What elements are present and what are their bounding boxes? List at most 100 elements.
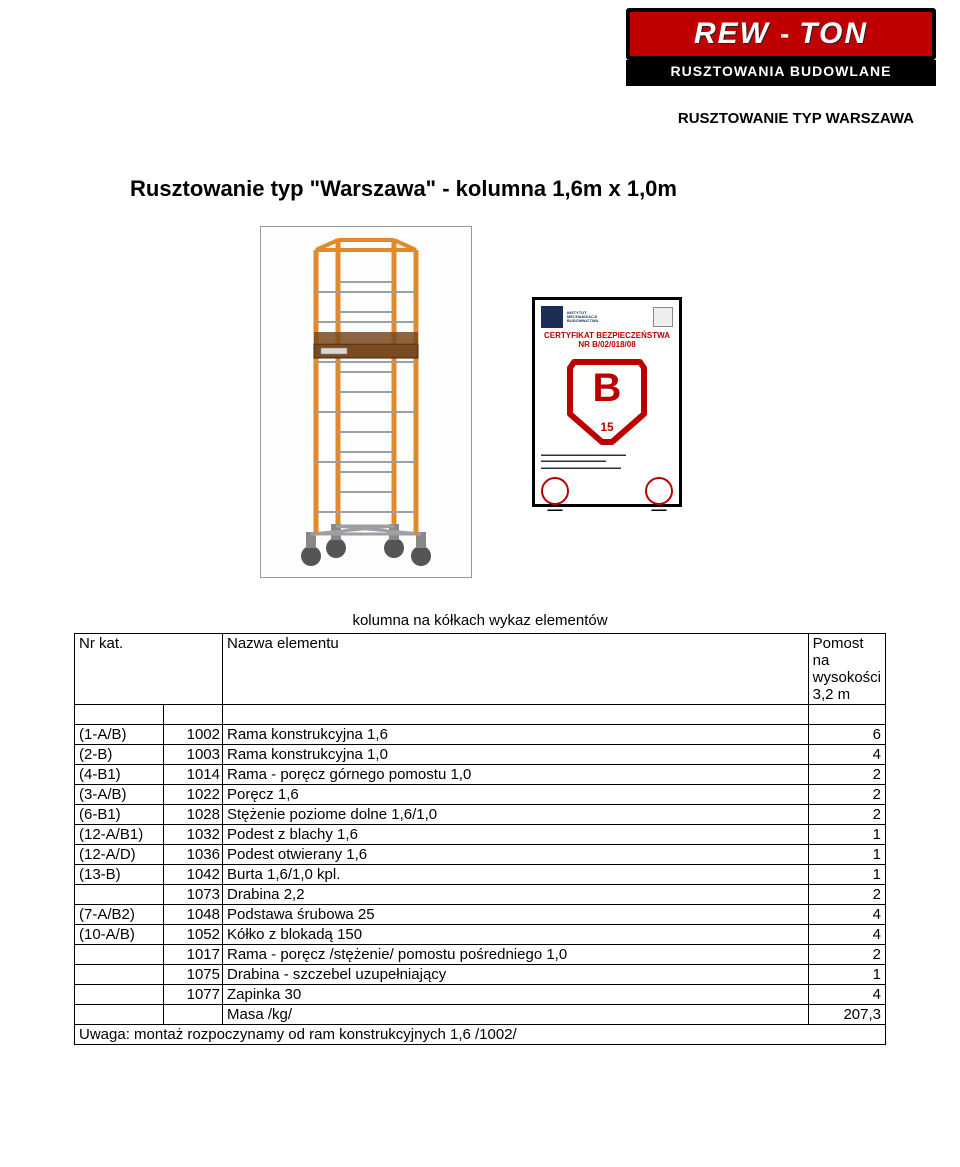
table-row: (12-A/D)1036Podest otwierany 1,61 — [75, 845, 886, 865]
cert-triangle: B 15 — [562, 356, 652, 446]
cell-name: Podstawa śrubowa 25 — [223, 905, 809, 925]
table-row: (7-A/B2)1048Podstawa śrubowa 254 — [75, 905, 886, 925]
parts-table-wrap: kolumna na kółkach wykaz elementów Nr ka… — [74, 612, 886, 1045]
table-row: (2-B)1003Rama konstrukcyjna 1,04 — [75, 745, 886, 765]
cert-title-line1: CERTYFIKAT BEZPIECZEŃSTWA — [544, 331, 670, 340]
list-title: kolumna na kółkach wykaz elementów — [74, 612, 886, 629]
table-blank-row — [75, 705, 886, 725]
cell-name: Rama konstrukcyjna 1,6 — [223, 725, 809, 745]
cell-qty: 4 — [808, 905, 885, 925]
cell-catno: 1003 — [164, 745, 223, 765]
cell-catno: 1028 — [164, 805, 223, 825]
cell-name: Poręcz 1,6 — [223, 785, 809, 805]
cell-qty: 2 — [808, 945, 885, 965]
cell-catno: 1048 — [164, 905, 223, 925]
header-subtitle: RUSZTOWANIE TYP WARSZAWA — [678, 110, 914, 127]
cell-name: Podest otwierany 1,6 — [223, 845, 809, 865]
cell-catno: 1014 — [164, 765, 223, 785]
cell-code: (7-A/B2) — [75, 905, 164, 925]
col-header-nr: Nr kat. — [75, 634, 223, 705]
cert-institute-text: INSTYTUTMECHANIZACJIBUDOWNICTWA — [567, 311, 598, 323]
cell-name: Rama - poręcz górnego pomostu 1,0 — [223, 765, 809, 785]
logo-top: REW - TON — [626, 8, 936, 60]
logo-word-left: REW — [694, 17, 770, 51]
logo-subtitle-bar: RUSZTOWANIA BUDOWLANE — [626, 60, 936, 86]
table-row: (1-A/B)1002Rama konstrukcyjna 1,66 — [75, 725, 886, 745]
cell-qty: 2 — [808, 885, 885, 905]
cell-qty: 4 — [808, 925, 885, 945]
parts-table: Nr kat. Nazwa elementu Pomost na wysokoś… — [74, 633, 886, 1025]
cell-catno: 1017 — [164, 945, 223, 965]
table-row: (10-A/B)1052Kółko z blokadą 1504 — [75, 925, 886, 945]
cell-catno: 1052 — [164, 925, 223, 945]
cell-name: Rama konstrukcyjna 1,0 — [223, 745, 809, 765]
cell-code: (4-B1) — [75, 765, 164, 785]
cert-signature-row: ▬▬▬ ▬▬▬ — [541, 477, 673, 513]
cell-name: Drabina - szczebel uzupełniający — [223, 965, 809, 985]
cell-code: (3-A/B) — [75, 785, 164, 805]
cell-catno: 1002 — [164, 725, 223, 745]
cert-year: 15 — [562, 420, 652, 434]
cert-title: CERTYFIKAT BEZPIECZEŃSTWA NR B/02/018/08 — [541, 332, 673, 350]
cell-name: Kółko z blokadą 150 — [223, 925, 809, 945]
cell-qty: 1 — [808, 965, 885, 985]
mass-label: Masa /kg/ — [223, 1005, 809, 1025]
cell-name: Stężenie poziome dolne 1,6/1,0 — [223, 805, 809, 825]
cert-big-b: B — [562, 366, 652, 411]
cell-qty: 1 — [808, 845, 885, 865]
table-row: (13-B)1042Burta 1,6/1,0 kpl.1 — [75, 865, 886, 885]
cell-code — [75, 965, 164, 985]
cert-body-lines: ▬▬▬▬▬▬▬▬▬▬▬▬▬▬▬▬▬▬▬▬▬▬▬▬▬▬▬▬▬▬▬▬▬▬▬▬▬▬▬▬… — [541, 452, 673, 472]
table-header-row: Nr kat. Nazwa elementu Pomost na wysokoś… — [75, 634, 886, 705]
cell-qty: 4 — [808, 745, 885, 765]
table-row: 1017Rama - poręcz /stężenie/ pomostu poś… — [75, 945, 886, 965]
cell-code: (12-A/B1) — [75, 825, 164, 845]
cell-code: (6-B1) — [75, 805, 164, 825]
cell-code — [75, 985, 164, 1005]
cell-qty: 1 — [808, 825, 885, 845]
cell-code: (1-A/B) — [75, 725, 164, 745]
table-row: 1077Zapinka 304 — [75, 985, 886, 1005]
table-row: (3-A/B)1022Poręcz 1,62 — [75, 785, 886, 805]
table-row: 1073Drabina 2,22 — [75, 885, 886, 905]
cell-name: Podest z blachy 1,6 — [223, 825, 809, 845]
cell-code: (12-A/D) — [75, 845, 164, 865]
cell-catno: 1022 — [164, 785, 223, 805]
scaffold-illustration — [260, 226, 472, 578]
logo-subtitle: RUSZTOWANIA BUDOWLANE — [671, 63, 892, 79]
cert-header: INSTYTUTMECHANIZACJIBUDOWNICTWA — [541, 306, 673, 328]
cell-qty: 2 — [808, 785, 885, 805]
images-row: INSTYTUTMECHANIZACJIBUDOWNICTWA CERTYFIK… — [260, 226, 682, 578]
cell-catno: 1073 — [164, 885, 223, 905]
cell-name: Drabina 2,2 — [223, 885, 809, 905]
table-row: (6-B1)1028Stężenie poziome dolne 1,6/1,0… — [75, 805, 886, 825]
cell-qty: 2 — [808, 805, 885, 825]
col-header-qty: Pomost na wysokości 3,2 m — [808, 634, 885, 705]
cell-code: (2-B) — [75, 745, 164, 765]
cell-catno: 1077 — [164, 985, 223, 1005]
cell-catno: 1075 — [164, 965, 223, 985]
cell-code — [75, 885, 164, 905]
cell-name: Rama - poręcz /stężenie/ pomostu pośredn… — [223, 945, 809, 965]
cell-qty: 1 — [808, 865, 885, 885]
cell-qty: 4 — [808, 985, 885, 1005]
brand-logo: REW - TON RUSZTOWANIA BUDOWLANE — [626, 8, 936, 86]
cell-catno: 1036 — [164, 845, 223, 865]
cell-name: Zapinka 30 — [223, 985, 809, 1005]
cell-code — [75, 945, 164, 965]
cell-code: (13-B) — [75, 865, 164, 885]
table-note: Uwaga: montaż rozpoczynamy od ram konstr… — [74, 1025, 886, 1045]
mass-value: 207,3 — [808, 1005, 885, 1025]
logo-word-right: TON — [799, 17, 868, 51]
page-title: Rusztowanie typ "Warszawa" - kolumna 1,6… — [130, 176, 677, 202]
col-header-name: Nazwa elementu — [223, 634, 809, 705]
cert-number: NR B/02/018/08 — [578, 340, 635, 349]
cell-qty: 2 — [808, 765, 885, 785]
cell-code: (10-A/B) — [75, 925, 164, 945]
cell-catno: 1032 — [164, 825, 223, 845]
table-mass-row: Masa /kg/ 207,3 — [75, 1005, 886, 1025]
table-row: 1075Drabina - szczebel uzupełniający1 — [75, 965, 886, 985]
cert-sign-left: ▬▬▬ — [541, 477, 569, 513]
certificate-image: INSTYTUTMECHANIZACJIBUDOWNICTWA CERTYFIK… — [532, 297, 682, 507]
cell-qty: 6 — [808, 725, 885, 745]
